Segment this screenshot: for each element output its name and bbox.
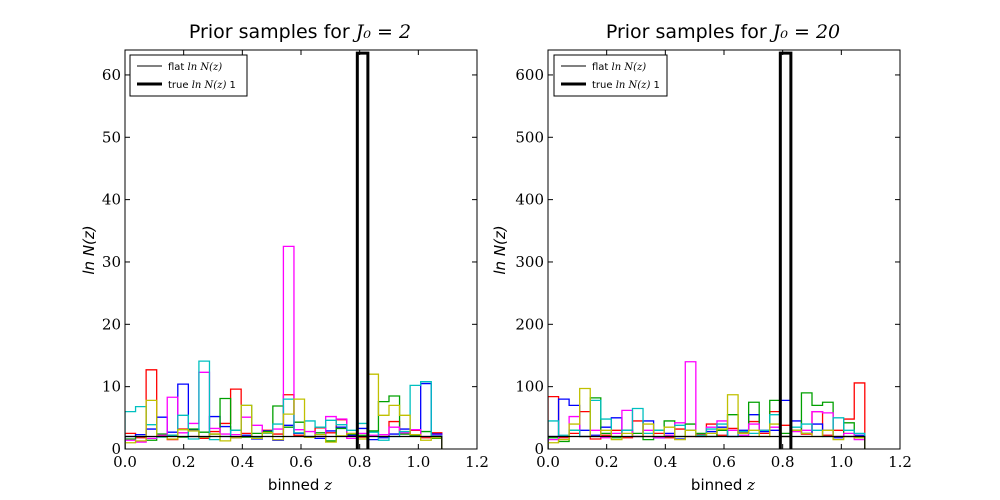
xtick-label-right: 0.4 [653,453,677,471]
flat-line-left [125,435,443,449]
plot-area-left: 0.0 0.2 0.4 0.6 0.8 1.0 1.2 0 10 20 30 40 50 60 [102,49,489,471]
xtick-label-left: 0.8 [348,453,372,471]
xlabel-left: binned z [268,476,332,494]
legend-right: flat ln N(z) true ln N(z) 1 [553,54,668,97]
ytick-label-left: 0 [111,440,121,458]
ytick-label-right: 100 [515,378,544,396]
ytick-label-left: 60 [102,66,121,84]
xtick-label-right: 0.2 [595,453,619,471]
series-right-5 [548,399,866,449]
series-left-6 [125,373,443,449]
ytick-label-right: 400 [515,191,544,209]
panel-right: Prior samples for J₀ = 20 0.0 0.2 0.4 0.6 0.… [491,21,912,494]
series-left-4 [125,245,443,449]
title-left: Prior samples for J₀ = 2 [189,21,411,43]
title-right: Prior samples for J₀ = 20 [606,21,840,43]
xtick-label-right: 0.6 [712,453,736,471]
xtick-label-right: 0.0 [536,453,560,471]
ylabel-right: ln N(z) [491,225,509,274]
ytick-label-left: 30 [102,253,121,271]
plot-area-right: 0.0 0.2 0.4 0.6 0.8 1.0 1.2 0 100 200 300 400 500 600 [515,49,912,471]
legend-right-flat-label: flat ln N(z) [592,62,646,73]
ylabel-left: ln N(z) [80,225,98,274]
series-right-1 [548,382,866,449]
ytick-label-left: 20 [102,315,121,333]
ytick-label-left: 50 [102,128,121,146]
xtick-label-right: 1.2 [888,453,912,471]
xtick-label-left: 0.4 [230,453,254,471]
legend-left-true-label: true ln N(z) 1 [168,80,236,91]
ytick-label-right: 300 [515,253,544,271]
legend-left-flat-label: flat ln N(z) [168,62,222,73]
xtick-label-left: 0.6 [289,453,313,471]
true-bar-left [355,51,370,449]
xtick-label-left: 0.0 [113,453,137,471]
xlabel-right: binned z [691,476,755,494]
legend-right-true-label: true ln N(z) 1 [592,80,660,91]
ytick-label-left: 40 [102,191,121,209]
xtick-label-left: 1.0 [406,453,430,471]
xtick-label-right: 0.8 [771,453,795,471]
flat-line-right [548,435,866,449]
legend-left: flat ln N(z) true ln N(z) 1 [129,54,248,97]
series-right-3 [548,392,866,449]
axes-frame-right [547,49,901,450]
xtick-label-left: 0.2 [172,453,196,471]
ytick-label-right: 500 [515,128,544,146]
ytick-label-left: 10 [102,378,121,396]
xtick-label-left: 1.2 [465,453,489,471]
panel-left: Prior samples for J₀ = 2 0.0 0.2 0.4 0.6 0.8… [80,21,489,494]
true-bar-right [778,51,793,449]
ytick-label-right: 200 [515,315,544,333]
ytick-label-right: 600 [515,66,544,84]
ytick-label-right: 0 [534,440,544,458]
xtick-label-right: 1.0 [829,453,853,471]
